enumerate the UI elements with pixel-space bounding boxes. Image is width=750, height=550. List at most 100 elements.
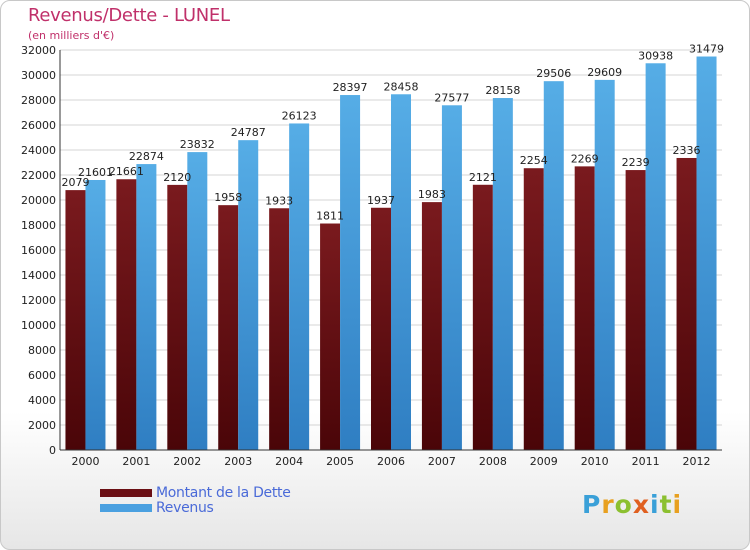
data-label: 29506 (536, 67, 571, 80)
data-label: 29609 (587, 66, 622, 79)
bar-dette (574, 166, 595, 450)
bar-revenus (238, 140, 259, 450)
bar-revenus (492, 98, 513, 451)
y-tick-label: 14000 (21, 269, 56, 282)
y-tick-label: 20000 (21, 194, 56, 207)
logo-letter: o (614, 490, 633, 519)
bar-revenus (391, 94, 411, 451)
data-label: 2079 (61, 176, 89, 189)
x-tick-label: 2011 (632, 455, 660, 468)
logo-letter: t (659, 490, 673, 519)
y-tick-label: 18000 (21, 219, 56, 232)
bar-dette (218, 205, 239, 450)
x-tick-label: 2007 (428, 455, 456, 468)
y-tick-label: 10000 (21, 319, 56, 332)
bar-dette (625, 170, 646, 450)
bar-revenus (136, 164, 157, 450)
legend-swatch-dette (100, 489, 152, 497)
data-label: 22874 (129, 150, 164, 163)
x-tick-label: 2002 (173, 455, 201, 468)
logo-letter: i (672, 490, 683, 519)
data-label: 2254 (520, 154, 548, 167)
data-label: 28458 (384, 80, 419, 93)
y-tick-label: 4000 (28, 394, 56, 407)
data-label: 2269 (571, 152, 599, 165)
bar-dette (676, 157, 697, 450)
bar-revenus (594, 79, 615, 450)
bar-dette (116, 179, 137, 451)
x-tick-label: 2006 (377, 455, 405, 468)
x-axis: 2000 2001 2002 2003 2004 2005 2006 2007 2008 2009… (60, 449, 722, 468)
y-tick-label: 24000 (21, 144, 56, 157)
data-label: 2239 (622, 156, 650, 169)
logo-letter: i (650, 490, 660, 519)
bar-dette (269, 208, 290, 450)
bar-revenus (187, 152, 208, 450)
x-tick-label: 2000 (71, 455, 99, 468)
logo-letter: r (601, 490, 615, 519)
bar-dette (472, 184, 493, 450)
bars (65, 56, 717, 451)
chart-title: Revenus/Dette - LUNEL (28, 5, 230, 26)
y-tick-label: 22000 (21, 169, 56, 182)
legend-label-dette: Montant de la Dette (156, 485, 291, 501)
y-tick-label: 16000 (21, 244, 56, 257)
y-tick-label: 32000 (21, 44, 56, 57)
legend-label-revenus: Revenus (156, 500, 214, 516)
bar-dette (523, 168, 544, 450)
y-tick-label: 0 (49, 444, 56, 457)
data-label: 23832 (180, 138, 215, 151)
bar-revenus (696, 56, 717, 450)
bar-dette (320, 223, 341, 450)
data-label: 1811 (316, 210, 344, 223)
data-label: 28158 (485, 84, 520, 97)
bar-dette (371, 207, 391, 450)
y-tick-label: 8000 (28, 344, 56, 357)
x-tick-label: 2012 (683, 455, 711, 468)
data-label: 31479 (689, 43, 724, 56)
y-axis: 0 2000 4000 6000 8000 10000 12000 14000 16000 180… (21, 44, 61, 457)
chart-subtitle: (en milliers d'€) (28, 29, 115, 42)
y-tick-label: 12000 (21, 294, 56, 307)
x-tick-label: 2003 (224, 455, 252, 468)
bar-revenus (645, 63, 666, 451)
x-tick-label: 2005 (326, 455, 354, 468)
data-label: 26123 (282, 109, 317, 122)
logo-letter: P (582, 490, 602, 519)
data-label: 1933 (265, 194, 293, 207)
data-label: 2121 (469, 171, 497, 184)
data-label: 24787 (231, 126, 266, 139)
bar-revenus (289, 123, 310, 451)
x-tick-label: 2010 (581, 455, 609, 468)
data-label: 21601 (78, 166, 113, 179)
bar-dette (65, 190, 86, 451)
y-tick-label: 28000 (21, 94, 56, 107)
data-label: 2336 (673, 144, 701, 157)
legend-swatch-revenus (100, 504, 152, 512)
data-label: 1937 (367, 194, 395, 207)
bar-revenus (441, 105, 462, 450)
bar-dette (167, 184, 188, 450)
proxiti-logo: Proxiti (582, 490, 682, 519)
data-label: 1983 (418, 188, 446, 201)
data-label: 27577 (434, 91, 469, 104)
y-tick-label: 6000 (28, 369, 56, 382)
logo-letter: x (632, 490, 650, 519)
x-tick-label: 2001 (122, 455, 150, 468)
y-tick-label: 2000 (28, 419, 56, 432)
y-tick-label: 30000 (21, 69, 56, 82)
x-tick-label: 2004 (275, 455, 303, 468)
bar-revenus (85, 179, 106, 451)
data-label: 21661 (109, 165, 144, 178)
data-label: 28397 (333, 81, 368, 94)
data-label: 30938 (638, 49, 673, 62)
data-label: 2120 (163, 171, 191, 184)
x-tick-label: 2008 (479, 455, 507, 468)
y-tick-label: 26000 (21, 119, 56, 132)
bar-dette (421, 202, 442, 450)
data-label: 1958 (214, 191, 242, 204)
bar-revenus (543, 81, 564, 451)
bar-revenus (340, 95, 361, 450)
